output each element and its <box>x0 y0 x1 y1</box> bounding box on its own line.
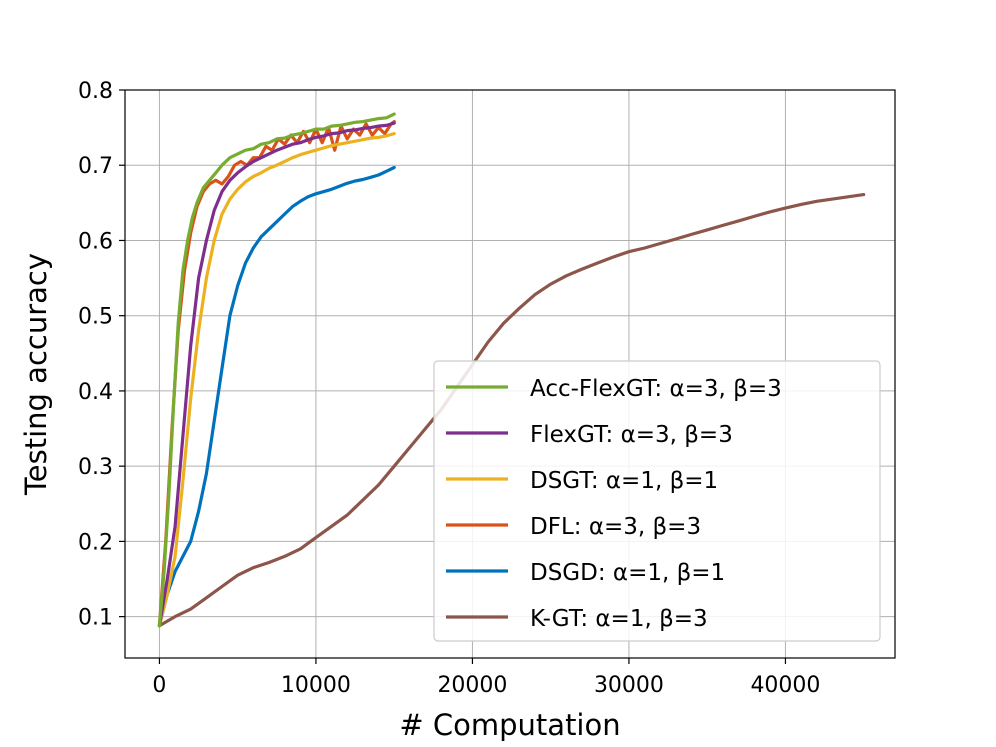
legend-label: DSGD: α=1, β=1 <box>530 560 725 586</box>
y-tick-label: 0.3 <box>78 455 113 480</box>
legend-box <box>433 360 881 642</box>
series-lines <box>157 112 866 628</box>
x-tick-label: 0 <box>152 673 166 698</box>
legend-label: FlexGT: α=3, β=3 <box>530 422 733 448</box>
y-tick-label: 0.1 <box>78 606 113 631</box>
y-tick-label: 0.5 <box>78 305 113 330</box>
x-tick-label: 40000 <box>750 673 820 698</box>
y-tick-label: 0.4 <box>78 380 113 405</box>
legend-label: K-GT: α=1, β=3 <box>530 606 708 632</box>
series-line-dsgd <box>157 165 396 628</box>
series-line-dsgt <box>157 132 396 628</box>
legend-label: Acc-FlexGT: α=3, β=3 <box>530 376 782 402</box>
y-axis-label: Testing accuracy <box>19 253 53 496</box>
legend-label: DFL: α=3, β=3 <box>530 514 701 540</box>
y-tick-label: 0.7 <box>78 154 113 179</box>
y-tick-label: 0.2 <box>78 530 113 555</box>
series-line-k-gt <box>157 193 866 628</box>
x-tick-label: 30000 <box>594 673 664 698</box>
series-line-flexgt <box>157 121 396 628</box>
plot-frame <box>124 89 896 659</box>
x-tick-label: 10000 <box>281 673 351 698</box>
y-axis-ticks: 0.1 0.2 0.3 0.4 0.5 0.6 0.7 0.8 <box>78 79 125 631</box>
x-axis-ticks: 0 10000 20000 30000 40000 <box>152 658 820 698</box>
legend-label: DSGT: α=1, β=1 <box>530 468 718 494</box>
x-tick-label: 20000 <box>437 673 507 698</box>
x-axis-label: # Computation <box>399 708 620 742</box>
series-line-acc-flexgt <box>157 112 396 628</box>
legend: Acc-FlexGT: α=3, β=3 FlexGT: α=3, β=3 DSGT… <box>433 360 881 642</box>
y-tick-label: 0.6 <box>78 229 113 254</box>
y-tick-label: 0.8 <box>78 79 113 104</box>
